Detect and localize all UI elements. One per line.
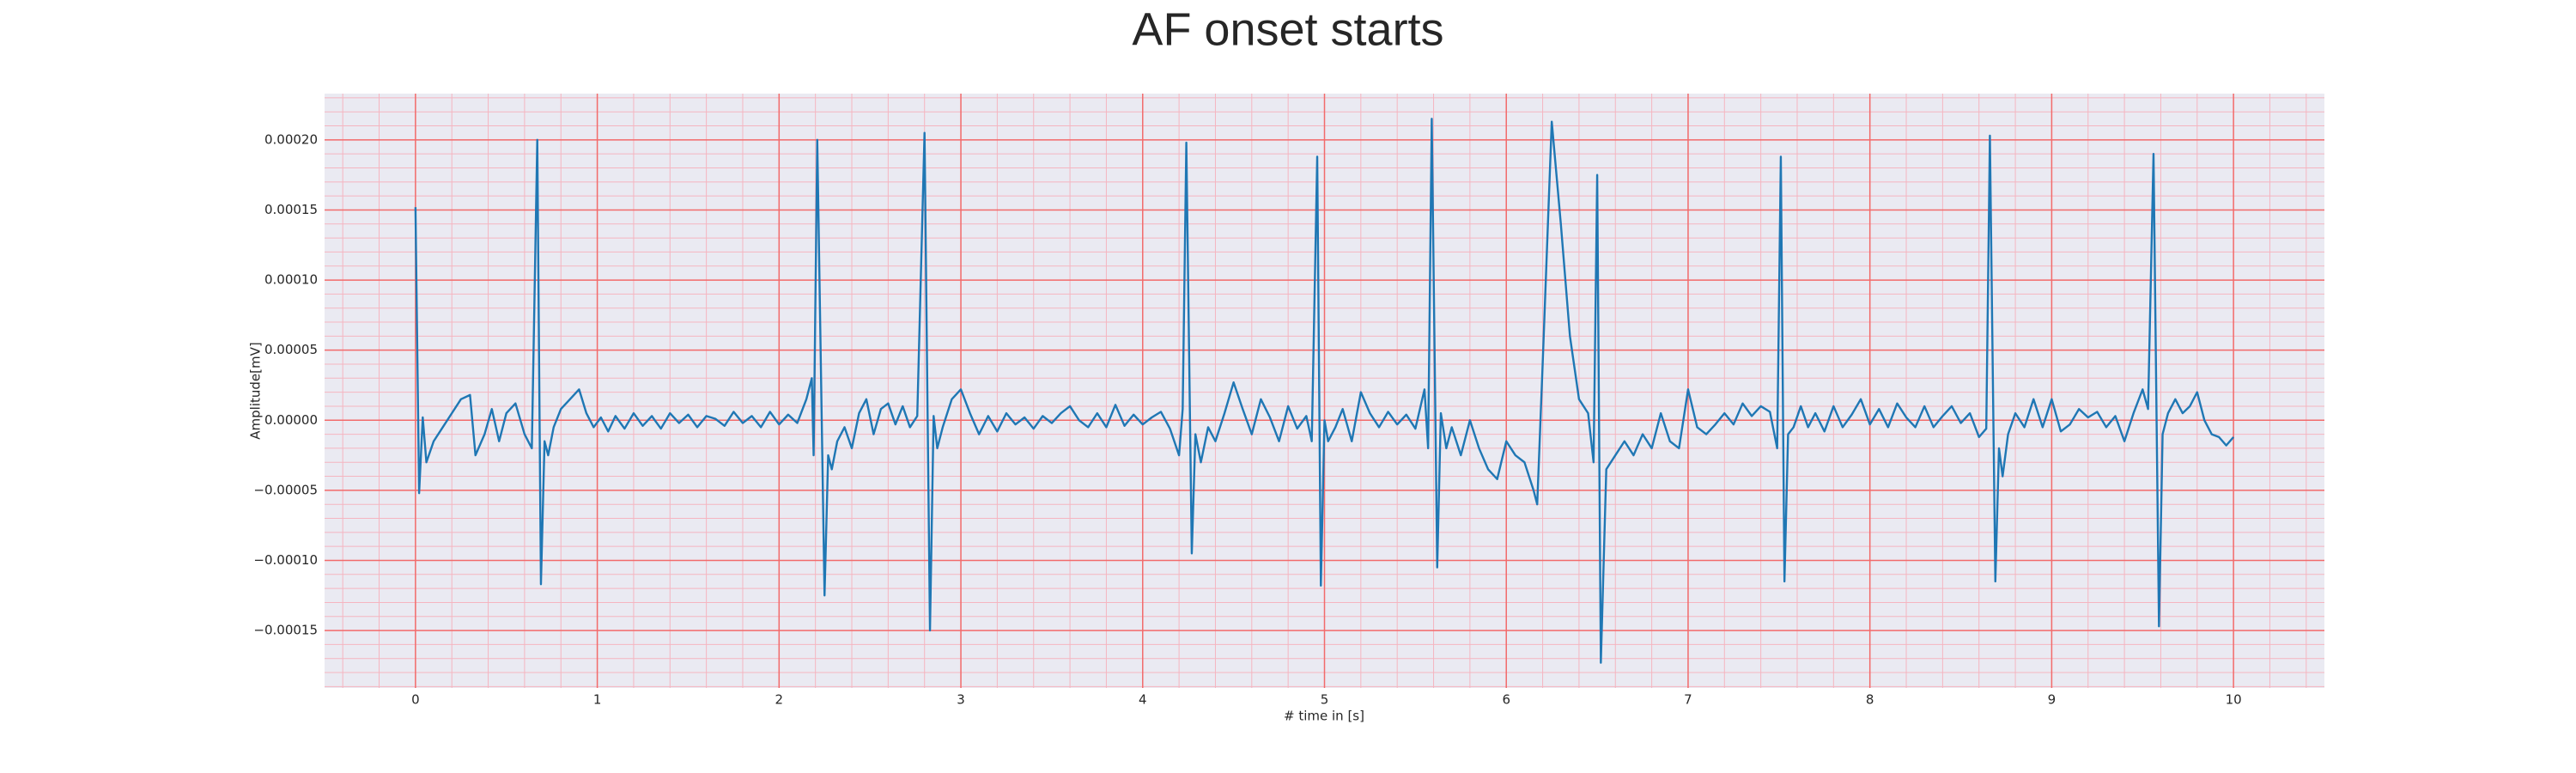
y-tick-label: 0.00015 [264,202,318,217]
y-tick-label: −0.00015 [253,623,318,638]
x-axis-label: # time in [s] [1284,709,1364,724]
chart-title: AF onset starts [1132,3,1443,55]
x-tick-label: 7 [1684,692,1692,708]
x-tick-label: 6 [1502,692,1510,708]
x-tick-label: 4 [1139,692,1147,708]
x-tick-label: 3 [957,692,965,708]
y-tick-label: 0.00000 [264,412,318,428]
y-tick-label: 0.00005 [264,342,318,357]
y-axis-label: Amplitude[mV] [248,342,264,439]
y-tick-label: −0.00005 [253,482,318,497]
x-tick-label: 0 [411,692,420,708]
x-tick-label: 8 [1866,692,1874,708]
x-tick-label: 2 [775,692,784,708]
x-tick-label: 10 [2226,692,2242,708]
y-tick-label: −0.00010 [253,552,318,568]
y-tick-label: 0.00020 [264,131,318,147]
y-tick-label: 0.00010 [264,272,318,288]
x-tick-label: 9 [2048,692,2057,708]
x-tick-label: 5 [1321,692,1329,708]
x-tick-label: 1 [593,692,602,708]
ecg-line [414,118,2235,664]
